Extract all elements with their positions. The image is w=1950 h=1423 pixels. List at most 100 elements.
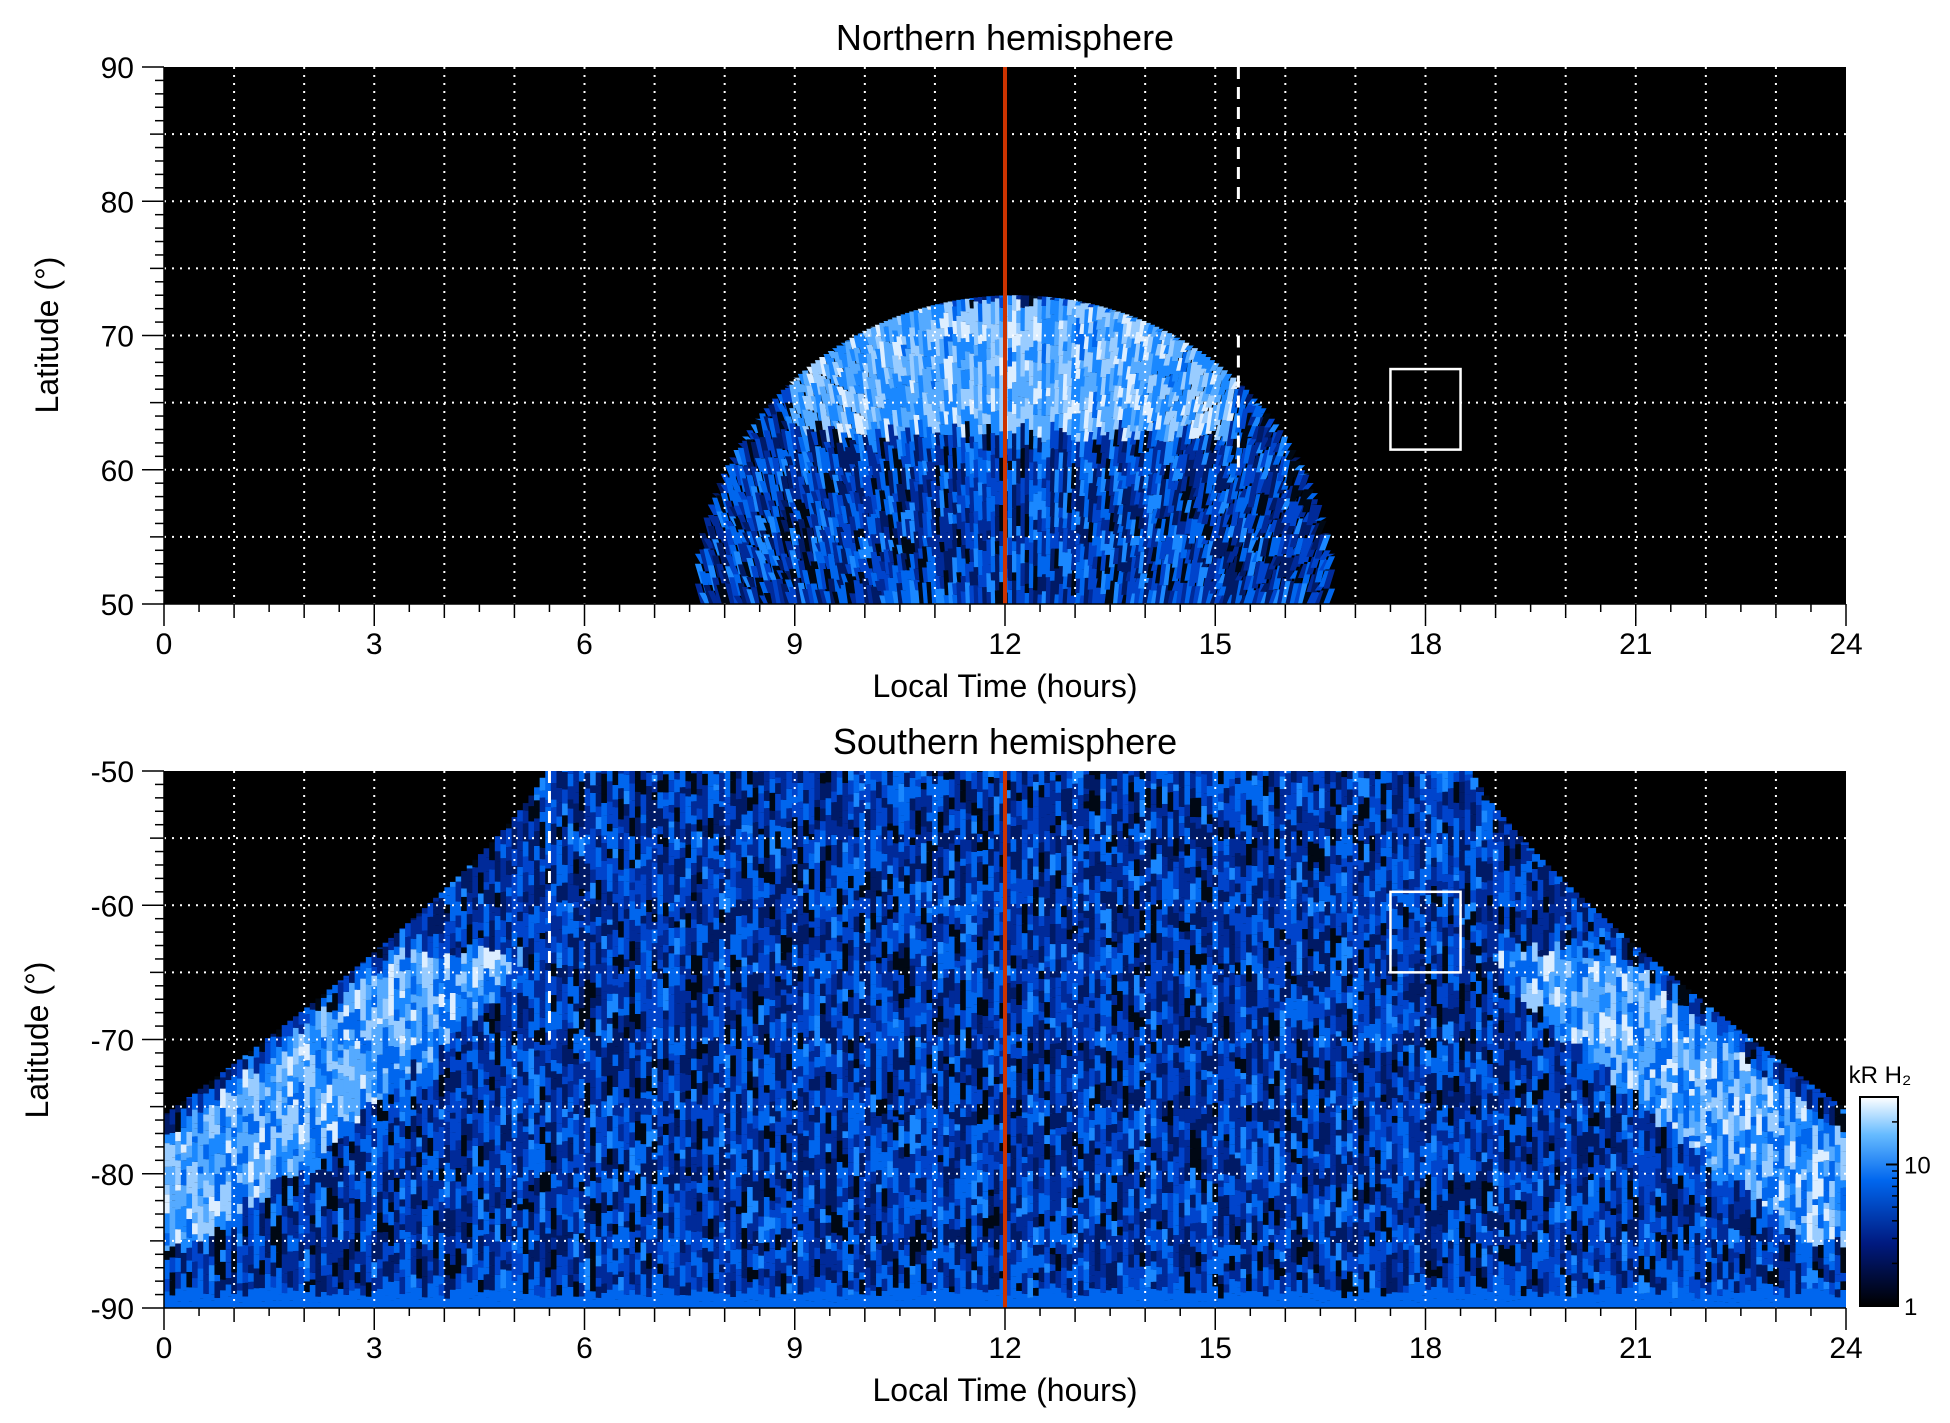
emission-cell (231, 1227, 240, 1240)
emission-cell (634, 894, 643, 909)
emission-cell (528, 938, 537, 955)
emission-cell (590, 997, 599, 1008)
emission-cell (1310, 534, 1323, 550)
emission-cell (292, 1155, 301, 1177)
emission-cell (472, 1145, 481, 1167)
emission-cell (326, 1123, 335, 1131)
emission-cell (349, 1198, 358, 1204)
emission-cell (259, 1288, 268, 1302)
emission-cell (388, 1094, 397, 1104)
emission-cell (612, 956, 621, 966)
emission-cell (186, 1301, 195, 1308)
emission-cell (444, 1253, 453, 1276)
emission-cell (584, 1173, 593, 1187)
emission-cell (506, 1114, 515, 1130)
emission-cell (444, 1162, 453, 1182)
emission-cell (399, 1168, 408, 1179)
emission-cell (601, 991, 610, 1000)
emission-cell (784, 506, 796, 532)
emission-cell (539, 1115, 548, 1128)
emission-cell (349, 1080, 358, 1099)
emission-cell (629, 890, 638, 902)
emission-cell (634, 1159, 643, 1166)
emission-cell (584, 1204, 593, 1212)
emission-cell (595, 925, 604, 943)
emission-cell (382, 1261, 391, 1277)
emission-cell (292, 1224, 301, 1233)
emission-cell (416, 964, 425, 985)
emission-cell (494, 1181, 503, 1187)
emission-cell (489, 1059, 498, 1077)
emission-cell (606, 881, 615, 892)
emission-cell (349, 1290, 358, 1308)
emission-cell (236, 1302, 245, 1308)
emission-cell (511, 978, 520, 990)
emission-cell (236, 1132, 245, 1154)
emission-cell (377, 1099, 386, 1122)
emission-cell (421, 1025, 430, 1033)
emission-cell (326, 1012, 335, 1025)
emission-cell (517, 896, 526, 903)
emission-cell (349, 1153, 358, 1161)
emission-cell (192, 1123, 201, 1129)
emission-cell (483, 1289, 492, 1298)
emission-cell (393, 1108, 402, 1118)
emission-cell (511, 1020, 520, 1032)
emission-cell (343, 1186, 352, 1203)
emission-cell (522, 1131, 531, 1149)
emission-cell (371, 1027, 380, 1045)
emission-cell (517, 810, 526, 822)
emission-cell (640, 874, 649, 885)
emission-cell (556, 1001, 565, 1015)
emission-cell (416, 1146, 425, 1153)
emission-cell (494, 1224, 503, 1242)
y-tick-label: 50 (101, 589, 134, 622)
emission-cell (276, 1156, 285, 1178)
emission-cell (388, 971, 397, 978)
emission-cell (550, 1229, 559, 1238)
emission-cell (388, 950, 397, 964)
emission-cell (534, 794, 543, 801)
emission-cell (539, 1009, 548, 1018)
emission-cell (264, 1096, 273, 1113)
emission-cell (349, 1029, 358, 1041)
emission-cell (405, 936, 414, 958)
emission-cell (634, 1029, 643, 1043)
emission-cell (651, 929, 660, 944)
emission-cell (231, 1196, 240, 1212)
emission-cell (590, 771, 599, 786)
emission-cell (1176, 552, 1186, 579)
emission-cell (382, 954, 391, 961)
emission-cell (595, 793, 604, 807)
emission-cell (595, 1108, 604, 1117)
emission-cell (601, 1212, 610, 1222)
emission-cell (377, 999, 386, 1019)
emission-cell (343, 991, 352, 1006)
emission-cell (511, 1099, 520, 1121)
emission-cell (612, 893, 621, 903)
emission-cell (629, 919, 638, 931)
emission-cell (393, 964, 402, 979)
emission-cell (584, 1036, 593, 1054)
emission-cell (455, 1059, 464, 1071)
emission-cell (618, 819, 627, 827)
emission-cell (494, 985, 503, 1004)
emission-cell (640, 1295, 649, 1308)
emission-cell (511, 1045, 520, 1052)
emission-cell (590, 1007, 599, 1018)
emission-cell (298, 1267, 307, 1284)
emission-cell (186, 1237, 195, 1248)
emission-cell (477, 1199, 486, 1220)
emission-cell (264, 1197, 273, 1219)
emission-cell (433, 1058, 442, 1080)
emission-cell (349, 1012, 358, 1030)
emission-cell (646, 1075, 655, 1092)
emission-cell (657, 844, 666, 855)
emission-cell (410, 1080, 419, 1097)
emission-cell (281, 1273, 290, 1284)
emission-cell (612, 1191, 621, 1210)
emission-cell (248, 1182, 257, 1197)
emission-cell (562, 815, 571, 827)
emission-cell (292, 1105, 301, 1124)
emission-cell (281, 1293, 290, 1308)
